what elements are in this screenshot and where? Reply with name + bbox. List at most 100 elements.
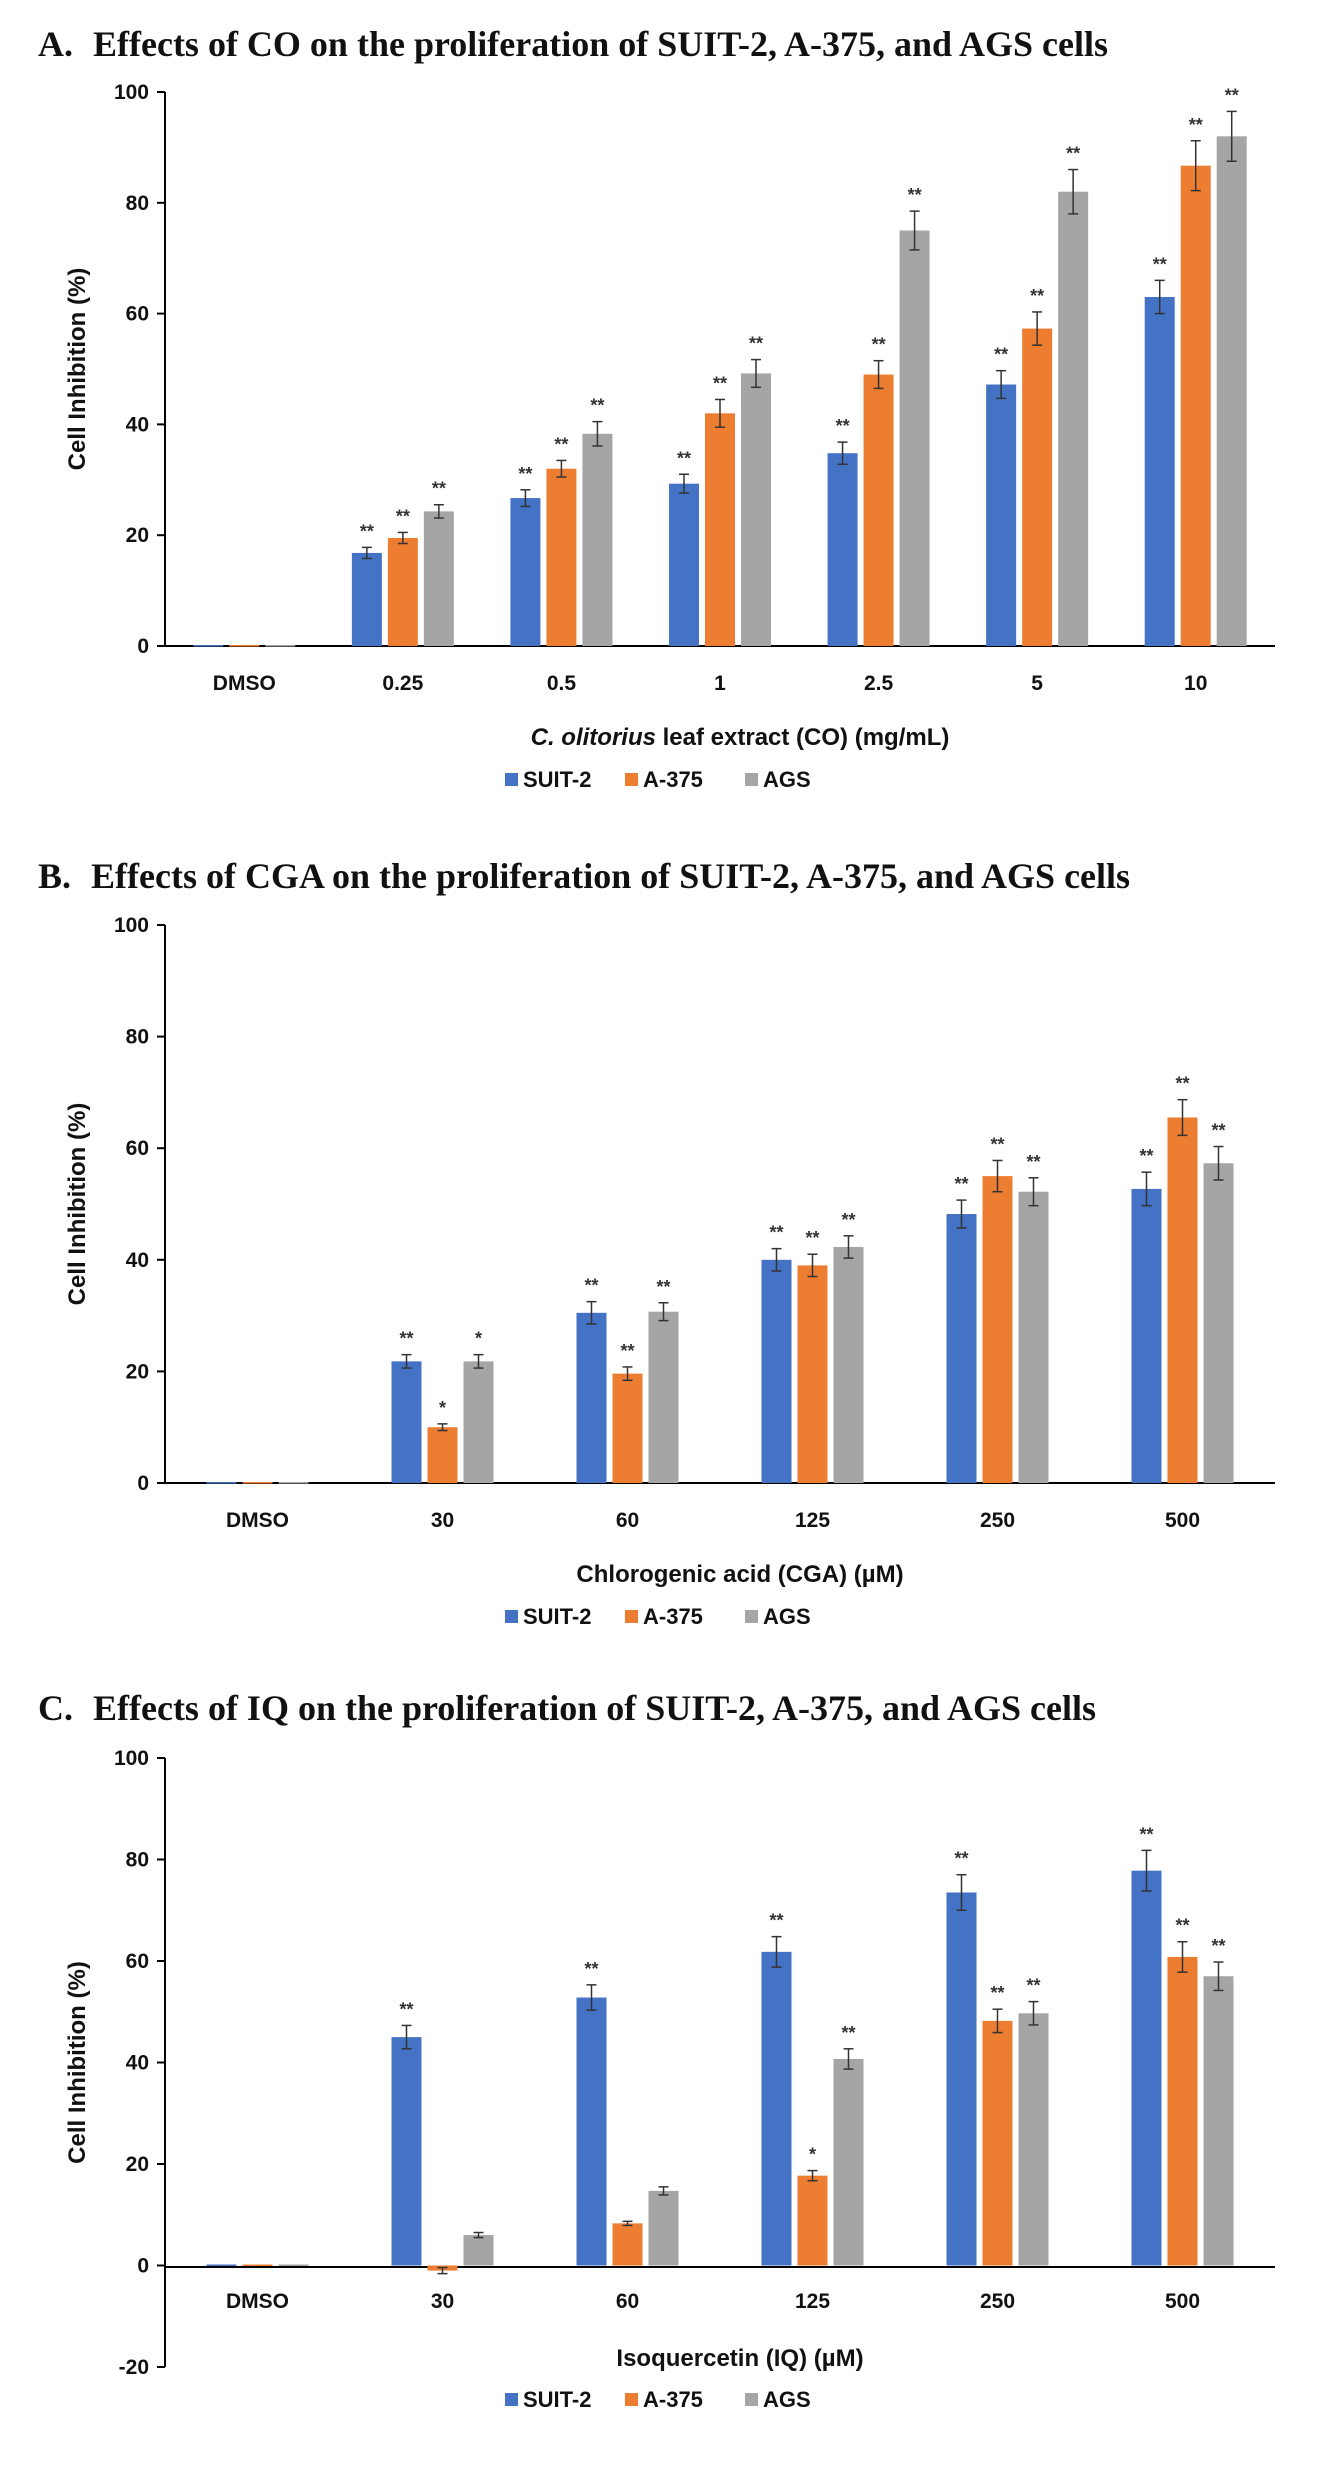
panel-letter: A. [38, 24, 73, 64]
y-tick-label: 40 [126, 413, 149, 436]
significance-label: ** [990, 1983, 1004, 2003]
y-tick-label: 20 [126, 1360, 149, 1383]
bar-suit-2 [1144, 296, 1175, 646]
y-axis-title: Cell Inhibition (%) [64, 1103, 91, 1306]
x-tick-label: DMSO [226, 1509, 289, 1532]
bar-ags [1018, 2013, 1049, 2266]
y-tick-label: -20 [119, 2356, 149, 2379]
legend-swatch-ags [745, 2393, 758, 2406]
bar-a-375 [546, 468, 577, 646]
legend-label: AGS [763, 1604, 811, 1629]
significance-label: ** [769, 1223, 783, 1243]
y-tick-label: 0 [137, 2255, 149, 2278]
bar-ags [741, 373, 771, 646]
bar-ags [648, 2190, 679, 2266]
x-tick-label: 60 [616, 2290, 639, 2313]
bar-a-375 [982, 1176, 1013, 1483]
x-tick-label: 0.25 [382, 672, 423, 695]
significance-label: ** [1153, 254, 1167, 274]
legend-swatch-ags [745, 1610, 758, 1623]
bar-ags [265, 645, 296, 647]
x-tick-label: 5 [1031, 672, 1043, 695]
bar-a-375 [797, 1265, 828, 1483]
x-axis-title-text: Isoquercetin (IQ) (µM) [616, 2345, 863, 2372]
panel-c: C. Effects of IQ on the proliferation of … [38, 1688, 1275, 2412]
significance-label: ** [1175, 1916, 1189, 1936]
y-tick-label: 100 [114, 914, 149, 937]
legend-swatch-a-375 [625, 1610, 638, 1623]
significance-label: ** [1139, 1146, 1153, 1166]
chart-title: B. Effects of CGA on the proliferation of… [38, 856, 1130, 896]
bar-suit-2 [391, 2037, 422, 2266]
x-tick-label: 250 [980, 1509, 1015, 1532]
significance-label: ** [656, 1277, 670, 1297]
bar-a-375 [427, 1427, 458, 1483]
bar-a-375 [612, 1373, 643, 1483]
significance-label: ** [749, 334, 763, 354]
x-axis-title: Isoquercetin (IQ) (µM) [616, 2345, 863, 2372]
y-tick-label: 0 [137, 635, 149, 658]
x-tick-label: DMSO [226, 2290, 289, 2313]
significance-label: ** [841, 2023, 855, 2043]
y-tick-label: 20 [126, 524, 149, 547]
bar-ags [648, 1311, 679, 1483]
significance-label: ** [1225, 85, 1239, 105]
bar-suit-2 [827, 453, 858, 646]
significance-label: ** [954, 1849, 968, 1869]
panel-title-text: Effects of CO on the proliferation of SU… [93, 24, 1108, 64]
bar-a-375 [982, 2020, 1013, 2266]
significance-label: ** [1189, 115, 1203, 135]
bar-suit-2 [946, 1214, 977, 1483]
bar-suit-2 [206, 2264, 237, 2266]
bar-a-375 [705, 413, 735, 646]
bar-suit-2 [576, 1312, 607, 1483]
bar-suit-2 [351, 552, 382, 646]
bar-suit-2 [761, 1951, 792, 2266]
panel-a: A. Effects of CO on the proliferation of … [38, 24, 1275, 792]
bar-ags [278, 2264, 309, 2266]
y-tick-label: 20 [126, 2153, 149, 2176]
bar-suit-2 [761, 1259, 792, 1483]
bar-ags [1018, 1191, 1049, 1483]
significance-label: ** [908, 185, 922, 205]
y-tick-label: 80 [126, 1026, 149, 1049]
bar-suit-2 [669, 483, 699, 646]
significance-label: * [439, 1398, 446, 1418]
bar-a-375 [1180, 165, 1211, 646]
significance-label: ** [713, 373, 727, 393]
chart-title: A. Effects of CO on the proliferation of … [38, 24, 1108, 64]
panel-title-text: Effects of IQ on the proliferation of SU… [93, 1688, 1096, 1728]
x-tick-label: 10 [1184, 672, 1207, 695]
legend-label: SUIT-2 [523, 2387, 591, 2412]
x-tick-label: 1 [714, 672, 726, 695]
bar-ags [833, 1246, 864, 1483]
y-tick-label: 100 [114, 1747, 149, 1770]
x-tick-label: 500 [1165, 2290, 1200, 2313]
bar-a-375 [1167, 1956, 1198, 2266]
significance-label: ** [954, 1174, 968, 1194]
panel-title-text: Effects of CGA on the proliferation of S… [91, 856, 1130, 896]
significance-label: ** [1175, 1074, 1189, 1094]
significance-label: ** [1211, 1936, 1225, 1956]
x-tick-label: 2.5 [864, 672, 894, 695]
significance-label: * [475, 1329, 482, 1349]
bar-ags [463, 2235, 494, 2266]
bar-a-375 [863, 374, 894, 646]
legend-swatch-a-375 [625, 2393, 638, 2406]
legend-label: SUIT-2 [523, 1604, 591, 1629]
x-tick-label: 0.5 [547, 672, 577, 695]
y-tick-label: 60 [126, 303, 149, 326]
x-tick-label: 250 [980, 2290, 1015, 2313]
x-tick-label: 125 [795, 2290, 830, 2313]
significance-label: ** [990, 1134, 1004, 1154]
x-axis-title: C. olitorius leaf extract (CO) (mg/mL) [531, 724, 950, 751]
significance-label: ** [584, 1959, 598, 1979]
significance-label: ** [805, 1228, 819, 1248]
significance-label: ** [1026, 1152, 1040, 1172]
y-tick-label: 60 [126, 1137, 149, 1160]
bar-a-375 [387, 537, 418, 646]
y-axis-title: Cell Inhibition (%) [64, 268, 91, 471]
significance-label: ** [554, 434, 568, 454]
y-tick-label: 40 [126, 1249, 149, 1272]
bar-ags [423, 511, 454, 646]
